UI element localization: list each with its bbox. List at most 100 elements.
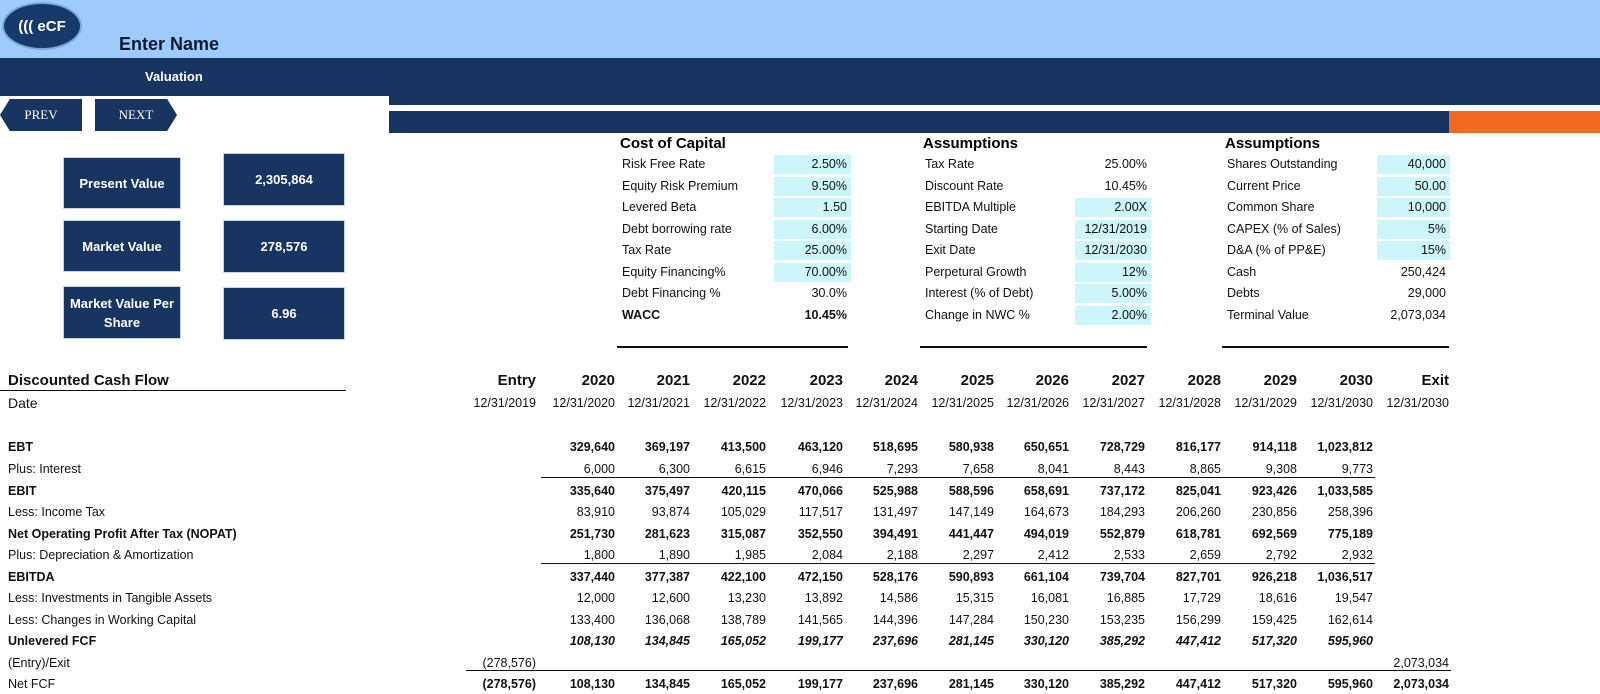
- table-cell: 926,218: [1251, 570, 1297, 584]
- table-cell: 420,115: [721, 484, 767, 498]
- table-cell: 15,315: [955, 591, 994, 605]
- column-header: Entry: [497, 372, 536, 389]
- coc-label: WACC: [622, 307, 661, 322]
- coc-label: Levered Beta: [622, 200, 697, 214]
- assumptions2-input-cell[interactable]: 10,000: [1377, 198, 1450, 217]
- table-cell: 230,856: [1251, 505, 1297, 519]
- dcf-title-rule: [0, 390, 346, 391]
- table-cell: 827,701: [1175, 570, 1221, 584]
- column-date: 12/31/2026: [1006, 396, 1069, 410]
- assumptions2-label: D&A (% of PP&E): [1227, 243, 1326, 257]
- table-cell: 108,130: [569, 634, 615, 648]
- table-cell: 134,845: [644, 677, 690, 691]
- coc-input-cell[interactable]: 9.50%: [774, 176, 851, 196]
- table-cell: 517,320: [1251, 677, 1297, 691]
- assumptions1-row: Discount Rate 10.45%: [925, 177, 1151, 197]
- assumptions2-value: 2,073,034: [1390, 307, 1446, 322]
- table-cell: 2,659: [1189, 548, 1221, 562]
- row-label: Plus: Depreciation & Amortization: [8, 548, 194, 562]
- table-cell: 9,308: [1265, 462, 1297, 476]
- table-cell: 385,292: [1099, 634, 1145, 648]
- column-date: 12/31/2023: [780, 396, 843, 410]
- assumptions2-label: Common Share: [1227, 200, 1315, 214]
- assumptions1-input-cell[interactable]: 12%: [1075, 262, 1151, 282]
- market-value-per-share-value: 6.96: [223, 287, 345, 340]
- assumptions1-input-cell[interactable]: 12/31/2030: [1075, 241, 1151, 260]
- assumptions2-input-cell[interactable]: 50.00: [1377, 176, 1450, 196]
- table-cell: 12,000: [576, 591, 615, 605]
- table-cell: 134,845: [644, 634, 690, 648]
- table-cell: 352,550: [797, 527, 843, 541]
- coc-input-cell[interactable]: 1.50: [774, 198, 851, 217]
- row-label: Plus: Interest: [8, 462, 81, 476]
- table-cell: 1,036,517: [1317, 570, 1373, 584]
- table-cell: 650,651: [1023, 440, 1069, 454]
- table-cell: 6,615: [734, 462, 766, 476]
- table-cell: 825,041: [1175, 484, 1221, 498]
- column-header: 2028: [1187, 372, 1221, 389]
- assumptions1-row: Tax Rate 25.00%: [925, 155, 1151, 175]
- column-header: 2029: [1263, 372, 1297, 389]
- assumptions1-input-cell[interactable]: 12/31/2019: [1075, 219, 1151, 239]
- table-cell: 728,729: [1099, 440, 1145, 454]
- assumptions2-row: Debts 29,000: [1227, 284, 1450, 304]
- assumptions2-input-cell[interactable]: 40,000: [1377, 155, 1450, 174]
- table-cell: 1,985: [734, 548, 766, 562]
- nav-title: Valuation: [145, 69, 203, 84]
- assumptions1-input-cell[interactable]: 2.00X: [1075, 198, 1151, 217]
- table-cell: 447,412: [1175, 677, 1221, 691]
- column-header: 2021: [656, 372, 690, 389]
- table-cell: 590,893: [948, 570, 994, 584]
- table-cell: 441,447: [948, 527, 994, 541]
- row-label: Net Operating Profit After Tax (NOPAT): [8, 527, 237, 541]
- coc-input-cell[interactable]: 6.00%: [774, 219, 851, 239]
- nav-band: Valuation: [0, 58, 1600, 96]
- table-cell: 494,019: [1023, 527, 1069, 541]
- table-cell: 117,517: [798, 505, 843, 519]
- table-cell: 133,400: [569, 613, 615, 627]
- assumptions1-value: 25.00%: [1104, 157, 1147, 171]
- coc-input-cell[interactable]: 25.00%: [774, 241, 851, 260]
- column-date: 12/31/2027: [1082, 396, 1145, 410]
- assumptions1-label: Perpetural Growth: [925, 264, 1027, 279]
- prev-button[interactable]: PREV: [0, 99, 82, 131]
- table-cell: 159,425: [1251, 613, 1297, 627]
- assumptions2-label: Cash: [1227, 264, 1257, 279]
- table-cell: 315,087: [720, 527, 766, 541]
- table-cell: 131,497: [872, 505, 918, 519]
- column-header: 2023: [809, 372, 843, 389]
- assumptions1-input-cell[interactable]: 5.00%: [1075, 284, 1151, 303]
- assumptions1-input-cell[interactable]: 2.00%: [1075, 305, 1151, 325]
- nav-divider-band: [389, 96, 1600, 105]
- table-cell: (278,576): [482, 677, 536, 691]
- assumptions1-label: Discount Rate: [925, 178, 1004, 193]
- column-date: 12/31/2029: [1234, 396, 1297, 410]
- table-cell: 83,910: [576, 505, 615, 519]
- column-header: 2020: [581, 372, 615, 389]
- table-cell: 914,118: [1252, 440, 1298, 454]
- table-cell: 739,704: [1099, 570, 1145, 584]
- table-cell: 147,284: [948, 613, 994, 627]
- table-cell: 2,792: [1265, 548, 1297, 562]
- table-cell: 369,197: [644, 440, 690, 454]
- coc-row: Equity Financing% 70.00%: [622, 262, 851, 283]
- next-button[interactable]: NEXT: [95, 99, 177, 131]
- assumptions-2-rule: [1222, 346, 1449, 348]
- table-cell: 141,565: [797, 613, 843, 627]
- coc-input-cell[interactable]: 2.50%: [774, 155, 851, 174]
- table-cell: 6,000: [583, 462, 615, 476]
- table-cell: 156,299: [1175, 613, 1221, 627]
- coc-input-cell[interactable]: 70.00%: [774, 262, 851, 282]
- coc-label: Equity Risk Premium: [622, 178, 738, 193]
- assumptions2-input-cell[interactable]: 15%: [1377, 241, 1450, 260]
- assumptions2-input-cell[interactable]: 5%: [1377, 219, 1450, 239]
- coc-row: Debt Financing % 30.0%: [622, 284, 851, 304]
- table-cell: 8,865: [1189, 462, 1221, 476]
- header-band: [0, 0, 1600, 58]
- table-cell: 737,172: [1099, 484, 1145, 498]
- column-date: 12/31/2020: [552, 396, 615, 410]
- assumptions1-label: Interest (% of Debt): [925, 286, 1034, 300]
- table-cell: 588,596: [948, 484, 994, 498]
- assumptions1-label: Change in NWC %: [925, 307, 1030, 322]
- assumptions1-row: Change in NWC % 2.00%: [925, 305, 1151, 326]
